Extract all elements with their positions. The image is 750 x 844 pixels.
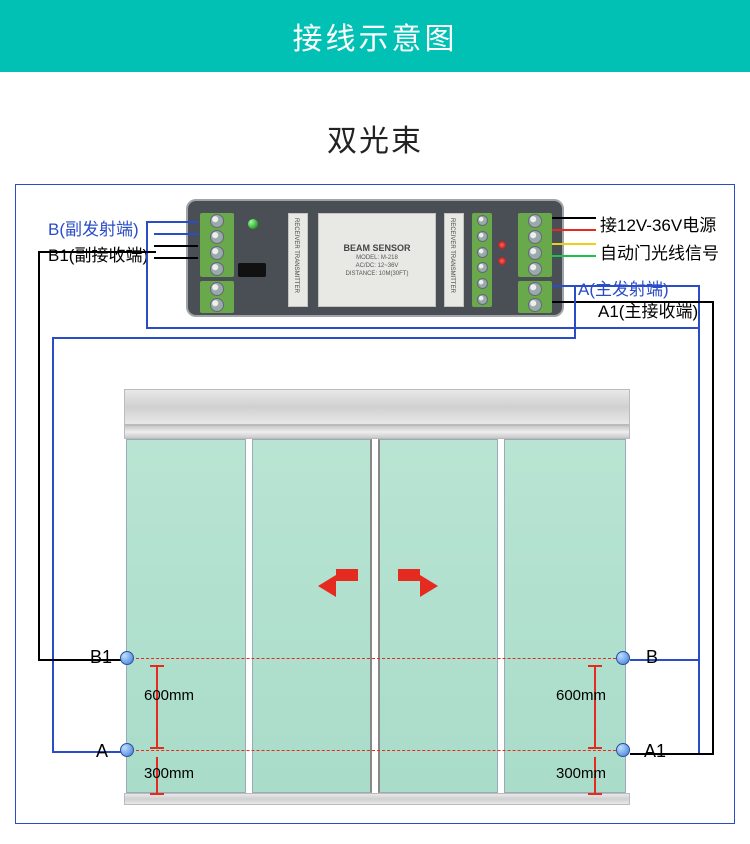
beam-line-lower (136, 750, 616, 751)
node-b1: B1 (90, 647, 112, 668)
dip-switch (238, 263, 266, 277)
wire-power-black (552, 217, 596, 219)
arrow-left-icon (318, 575, 336, 597)
wiring-diagram: RECEIVER TRANSMITTER BEAM SENSOR MODEL: … (15, 184, 735, 824)
dim-600-left: 600mm (144, 687, 194, 704)
header-bar: 接线示意图 (0, 0, 750, 72)
wire-a1-stub (552, 301, 594, 303)
module-strip-left: RECEIVER TRANSMITTER (288, 213, 308, 307)
wire-b1-stub1 (154, 245, 198, 247)
dim-300-left: 300mm (144, 765, 194, 782)
arrow-right-icon (420, 575, 438, 597)
dim-bar-600-left (156, 665, 158, 749)
wire-route-b-vleft (146, 221, 148, 329)
dim-tick-6 (588, 793, 602, 795)
wire-b-stub2 (154, 233, 198, 235)
wire-route-a1-bot (630, 753, 714, 755)
subtitle: 双光束 (0, 116, 750, 160)
wire-a-stub (552, 285, 576, 287)
node-a: A (96, 741, 108, 762)
door-panel-3 (378, 439, 498, 793)
dim-bar-600-right (594, 665, 596, 749)
sensor-b1 (120, 651, 134, 665)
terminal-mid-right (472, 213, 492, 307)
wire-route-b-j1 (146, 221, 156, 223)
module-center-label: BEAM SENSOR MODEL: M-218 AC/DC: 12~36V D… (318, 213, 436, 307)
wire-route-b1-top (38, 251, 156, 253)
door-panel-4 (504, 439, 626, 793)
dim-tick-1 (150, 665, 164, 667)
terminal-right-top (518, 213, 552, 277)
module-strip-right: RECEIVER TRANSMITTER (444, 213, 464, 307)
wire-route-a-drop (574, 285, 576, 339)
status-led (248, 219, 258, 229)
indicator-led-1 (498, 241, 506, 249)
wire-power-red (552, 229, 596, 231)
label-b-tx: B(副发射端) (48, 215, 139, 240)
wire-route-a-top (574, 285, 698, 287)
dim-tick-3 (150, 793, 164, 795)
label-signal: 自动门光线信号 (600, 239, 719, 264)
door-panel-1 (126, 439, 246, 793)
door-header (124, 389, 630, 425)
wire-route-a-v-left (52, 337, 54, 753)
dim-300-right: 300mm (556, 765, 606, 782)
sensor-a1 (616, 743, 630, 757)
wire-route-a-to-sensor (52, 751, 122, 753)
terminal-right-bottom (518, 281, 552, 313)
wire-route-b-top-span (146, 327, 700, 329)
dim-600-right: 600mm (556, 687, 606, 704)
wire-route-b-to-sensor (630, 659, 700, 661)
arrow-right-stem (398, 569, 420, 581)
automatic-door (124, 389, 630, 805)
terminal-left-bottom (200, 281, 234, 313)
dim-tick-2 (150, 747, 164, 749)
label-power: 接12V-36V电源 (600, 211, 716, 236)
model-line-3: DISTANCE: 10M(30FT) (346, 271, 409, 277)
beam-sensor-title: BEAM SENSOR (343, 243, 410, 253)
node-a1: A1 (644, 741, 666, 762)
door-panel-2 (252, 439, 372, 793)
wire-route-b-vright (698, 327, 700, 661)
sensor-module: RECEIVER TRANSMITTER BEAM SENSOR MODEL: … (186, 199, 564, 317)
wire-signal-green (552, 255, 596, 257)
terminal-left-top (200, 213, 234, 277)
model-line-1: MODEL: M-218 (356, 255, 398, 261)
wire-route-a1-v (712, 301, 714, 755)
wire-b-stub1 (154, 221, 198, 223)
strip-right-text: RECEIVER TRANSMITTER (449, 218, 455, 293)
label-b1-rx: B1(副接收端) (48, 241, 148, 266)
arrow-left-stem (336, 569, 358, 581)
wire-route-a1-top (592, 301, 714, 303)
floor-rail (124, 793, 630, 805)
dim-tick-5 (588, 747, 602, 749)
dim-tick-4 (588, 665, 602, 667)
indicator-led-2 (498, 257, 506, 265)
wire-route-a-top-span (52, 337, 576, 339)
model-line-2: AC/DC: 12~36V (356, 263, 399, 269)
node-b: B (646, 647, 658, 668)
beam-line-upper (136, 658, 616, 659)
wire-route-b1-v (38, 251, 40, 661)
door-rail (124, 425, 630, 439)
sensor-a (120, 743, 134, 757)
strip-left-text: RECEIVER TRANSMITTER (293, 218, 299, 293)
wire-signal-yellow (552, 243, 596, 245)
sensor-b (616, 651, 630, 665)
wire-b1-stub2 (154, 257, 198, 259)
